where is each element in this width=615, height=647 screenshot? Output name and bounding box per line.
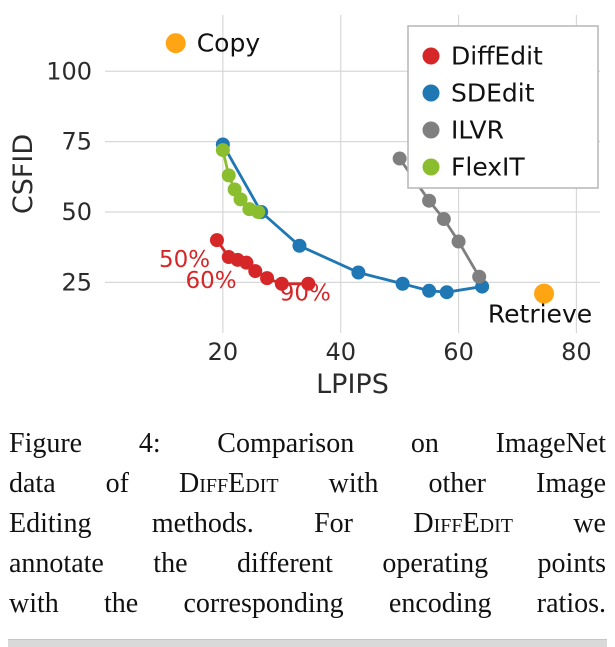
legend-label: FlexIT xyxy=(451,153,525,182)
y-tick-label: 100 xyxy=(46,57,92,85)
caption-text: data of xyxy=(9,468,180,499)
reference-point-copy: Copy xyxy=(165,29,261,58)
data-point xyxy=(239,255,254,270)
chart-svg: 20 40 60 80 25 50 75 100 LPIPS CSFID Copy Retrieve 5… xyxy=(8,15,600,400)
data-point xyxy=(451,234,466,249)
ratio-annotation: 50% xyxy=(159,247,210,273)
figure-caption: Figure 4: Comparison on ImageNet data of … xyxy=(0,410,615,624)
ratio-annotation: 60% xyxy=(186,268,237,294)
data-point xyxy=(248,264,263,279)
reference-label: Retrieve xyxy=(488,300,592,329)
data-point xyxy=(422,193,437,208)
series-flexit xyxy=(215,143,266,219)
ratio-annotation: 90% xyxy=(280,281,331,307)
x-tick-label: 20 xyxy=(208,338,239,366)
reference-label: Copy xyxy=(197,29,261,58)
y-tick-label: 25 xyxy=(61,268,92,296)
legend: DiffEdit SDEdit ILVR FlexIT xyxy=(407,25,599,189)
data-point xyxy=(392,151,407,166)
caption-line: with the corresponding encoding ratios. xyxy=(9,584,606,624)
data-point xyxy=(274,276,289,291)
caption-line: data of DiffEdit with other Image xyxy=(9,464,606,504)
legend-box xyxy=(407,25,599,189)
legend-label: DiffEdit xyxy=(451,42,543,71)
y-tick-label: 75 xyxy=(61,128,92,156)
x-tick-label: 60 xyxy=(443,338,474,366)
next-block-edge xyxy=(8,639,607,647)
data-point xyxy=(260,271,275,286)
data-point xyxy=(436,212,451,227)
data-point xyxy=(301,276,316,291)
data-point xyxy=(209,233,224,248)
caption-text: with other Image xyxy=(278,468,606,499)
caption-text: we xyxy=(512,508,606,539)
data-point xyxy=(233,192,248,207)
legend-label: SDEdit xyxy=(451,79,535,108)
smallcaps-method-name: DiffEdit xyxy=(413,508,513,539)
data-point xyxy=(292,238,307,253)
data-point xyxy=(251,204,266,219)
caption-text: annotate the different operating points xyxy=(9,548,606,579)
x-tick-label: 80 xyxy=(561,338,592,366)
data-point xyxy=(422,283,437,298)
y-tick-label: 50 xyxy=(61,198,92,226)
caption-line: annotate the different operating points xyxy=(9,544,606,584)
data-point xyxy=(472,269,487,284)
x-axis-label: LPIPS xyxy=(316,369,389,400)
reference-dot xyxy=(534,283,555,304)
caption-line: Editing methods. For DiffEdit we xyxy=(9,504,606,544)
y-axis-label: CSFID xyxy=(8,134,39,214)
legend-label: ILVR xyxy=(451,116,504,145)
axis-tick-labels: 20 40 60 80 25 50 75 100 xyxy=(46,57,592,366)
data-point xyxy=(439,285,454,300)
data-point xyxy=(395,276,410,291)
reference-point-retrieve: Retrieve xyxy=(488,283,592,329)
x-tick-label: 40 xyxy=(325,338,356,366)
legend-marker xyxy=(422,47,440,65)
legend-marker xyxy=(422,158,440,176)
caption-line: Figure 4: Comparison on ImageNet xyxy=(9,424,606,464)
reference-dot xyxy=(165,33,186,54)
caption-text: Figure 4: Comparison on ImageNet xyxy=(9,428,606,459)
data-point xyxy=(221,168,236,183)
caption-text: with the corresponding encoding ratios. xyxy=(9,588,606,619)
caption-text: Editing methods. For xyxy=(9,508,414,539)
data-point xyxy=(351,265,366,280)
legend-marker xyxy=(422,84,440,102)
series-diffedit xyxy=(209,233,316,291)
legend-marker xyxy=(422,121,440,139)
data-point xyxy=(215,143,230,158)
smallcaps-method-name: DiffEdit xyxy=(179,468,279,499)
